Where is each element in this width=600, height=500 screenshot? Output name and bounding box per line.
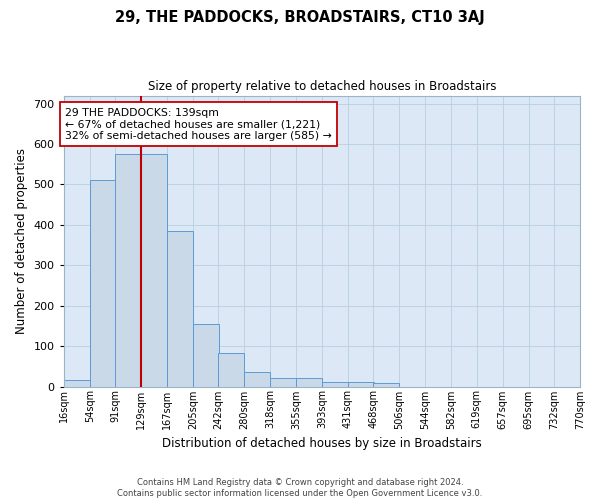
Bar [322, 382, 348, 386]
Text: Contains HM Land Registry data © Crown copyright and database right 2024.
Contai: Contains HM Land Registry data © Crown c… [118, 478, 482, 498]
Title: Size of property relative to detached houses in Broadstairs: Size of property relative to detached ho… [148, 80, 496, 93]
Y-axis label: Number of detached properties: Number of detached properties [15, 148, 28, 334]
X-axis label: Distribution of detached houses by size in Broadstairs: Distribution of detached houses by size … [162, 437, 482, 450]
Bar [218, 354, 244, 386]
Bar [296, 378, 322, 386]
Bar [167, 231, 193, 386]
Text: 29 THE PADDOCKS: 139sqm
← 67% of detached houses are smaller (1,221)
32% of semi: 29 THE PADDOCKS: 139sqm ← 67% of detache… [65, 108, 332, 141]
Bar [271, 378, 296, 386]
Bar [141, 154, 167, 386]
Bar [193, 324, 219, 386]
Bar [373, 384, 399, 386]
Bar [115, 154, 141, 386]
Text: 29, THE PADDOCKS, BROADSTAIRS, CT10 3AJ: 29, THE PADDOCKS, BROADSTAIRS, CT10 3AJ [115, 10, 485, 25]
Bar [244, 372, 271, 386]
Bar [64, 380, 90, 386]
Bar [90, 180, 116, 386]
Bar [348, 382, 374, 386]
